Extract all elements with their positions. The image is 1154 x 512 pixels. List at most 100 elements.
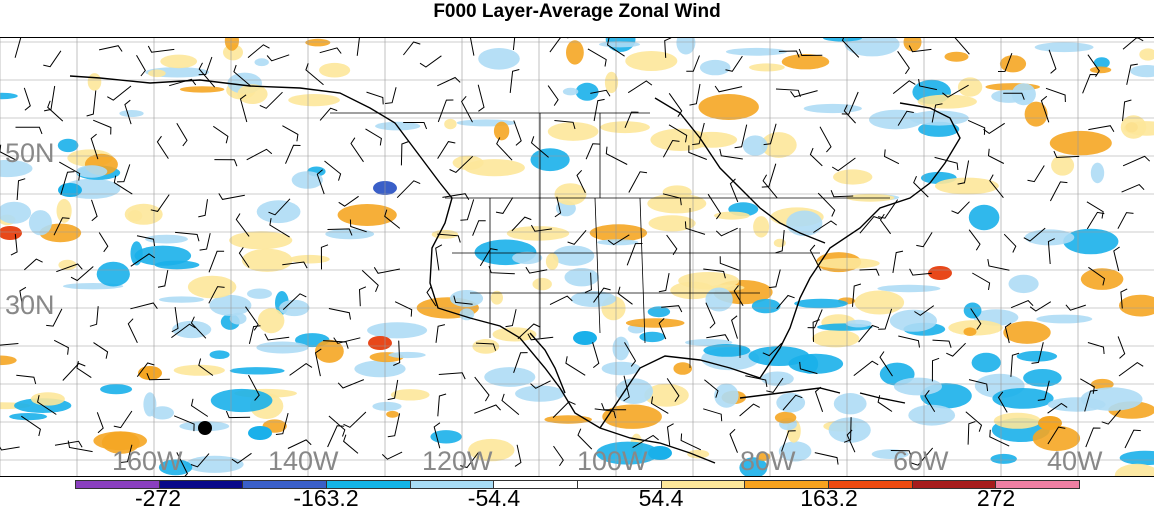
wind-barb [931,357,940,382]
wind-barb [813,220,837,233]
wind-shading-patch [57,138,79,153]
wind-barb [530,380,551,389]
wind-barb [157,270,169,288]
wind-barb [59,161,81,181]
wind-shading-patch [76,165,108,178]
wind-barb [606,38,625,57]
lat-lon-grid [0,38,1154,476]
wind-shading-patch [699,59,731,76]
lon-label-120w: 120W [422,446,493,476]
wind-barb [0,144,18,161]
wind-barb [208,250,225,273]
wind-barb [666,378,680,402]
lat-label-30n: 30N [5,290,55,320]
wind-shading-patch [1093,57,1110,69]
wind-barb [268,198,291,216]
wind-shading-patch [224,38,239,51]
wind-barb [814,386,824,412]
wind-shading-patch [145,234,188,244]
wind-barb [632,434,659,449]
wind-shading-patch [1063,228,1119,255]
wind-barb [419,55,442,68]
wind-shading-patch [289,254,330,264]
colorbar-label-6: 272 [976,485,1016,511]
wind-shading-patch [0,92,18,100]
wind-barb [745,375,768,387]
wind-barb [567,229,587,245]
wind-shading-patch [291,171,323,189]
wind-shading-patch [1119,294,1154,317]
wind-barb [666,234,678,256]
wind-barb [859,268,880,276]
wind-shading-patch [354,360,406,378]
wind-barb [327,425,345,448]
wind-barb [361,270,379,292]
wind-shading-core [0,226,22,240]
wind-barb [146,373,170,381]
wind-barb [1040,95,1050,123]
colorbar-swatch [912,480,997,489]
wind-barb [501,393,520,415]
wind-barb [798,48,823,57]
wind-barb [1086,211,1105,230]
wind-barb [14,38,22,58]
colorbar-swatch [410,480,495,489]
wind-barb [120,444,133,463]
wind-shading-core [928,266,952,280]
wind-barb [549,295,573,306]
wind-barb [565,356,586,376]
wind-barb [319,107,338,121]
wind-barb [93,119,112,135]
wind-barb [23,87,31,111]
wind-shading-core [1038,416,1062,430]
wind-shading-patch [596,441,659,465]
wind-shading-patch [319,62,351,78]
wind-barb [517,323,541,340]
wind-shading-patch [742,135,768,156]
wind-barb [688,145,707,160]
wind-barb [323,340,349,349]
wind-barb [970,308,982,330]
wind-barb [530,136,549,158]
wind-barb [387,413,401,438]
wind-shading-patch [1120,115,1147,139]
wind-barb [91,199,98,222]
wind-shading-core [248,426,272,440]
wind-barb [171,307,179,333]
wind-barb [951,201,970,215]
colorbar-label-2: -163.2 [293,485,359,511]
wind-barb [442,193,470,201]
wind-barb [387,379,399,401]
wind-barb [989,174,1004,199]
wind-barb [130,253,156,267]
wind-shading-patch [430,430,462,444]
wind-barb [703,408,723,422]
wind-barb [967,421,976,445]
wind-barb [628,171,648,193]
wind-barb [343,434,359,454]
wind-barb [1087,342,1105,355]
colorbar-swatch [578,480,662,489]
wind-shading-patch [648,215,696,232]
wind-barb [879,213,892,235]
wind-barb [778,50,800,58]
wind-barb [513,352,528,373]
wind-barb [843,104,856,124]
colorbar-label-5: 163.2 [800,485,858,511]
wind-barb [124,99,132,125]
wind-shading-patch [386,410,399,418]
wind-barb [584,272,592,294]
wind-shading-patch [187,275,237,299]
wind-barb [46,308,63,327]
wind-shading-patch [158,296,204,303]
wind-shading-patch [877,284,941,293]
wind-barbs [0,38,1151,476]
wind-barb [692,122,705,146]
wind-shading-patch [781,54,830,70]
wind-barb [967,119,986,135]
wind-barb [1065,304,1086,311]
colorbar-swatch [829,480,913,489]
wind-barb [338,195,359,207]
wind-barb [333,337,361,344]
wind-barb [987,259,1010,271]
